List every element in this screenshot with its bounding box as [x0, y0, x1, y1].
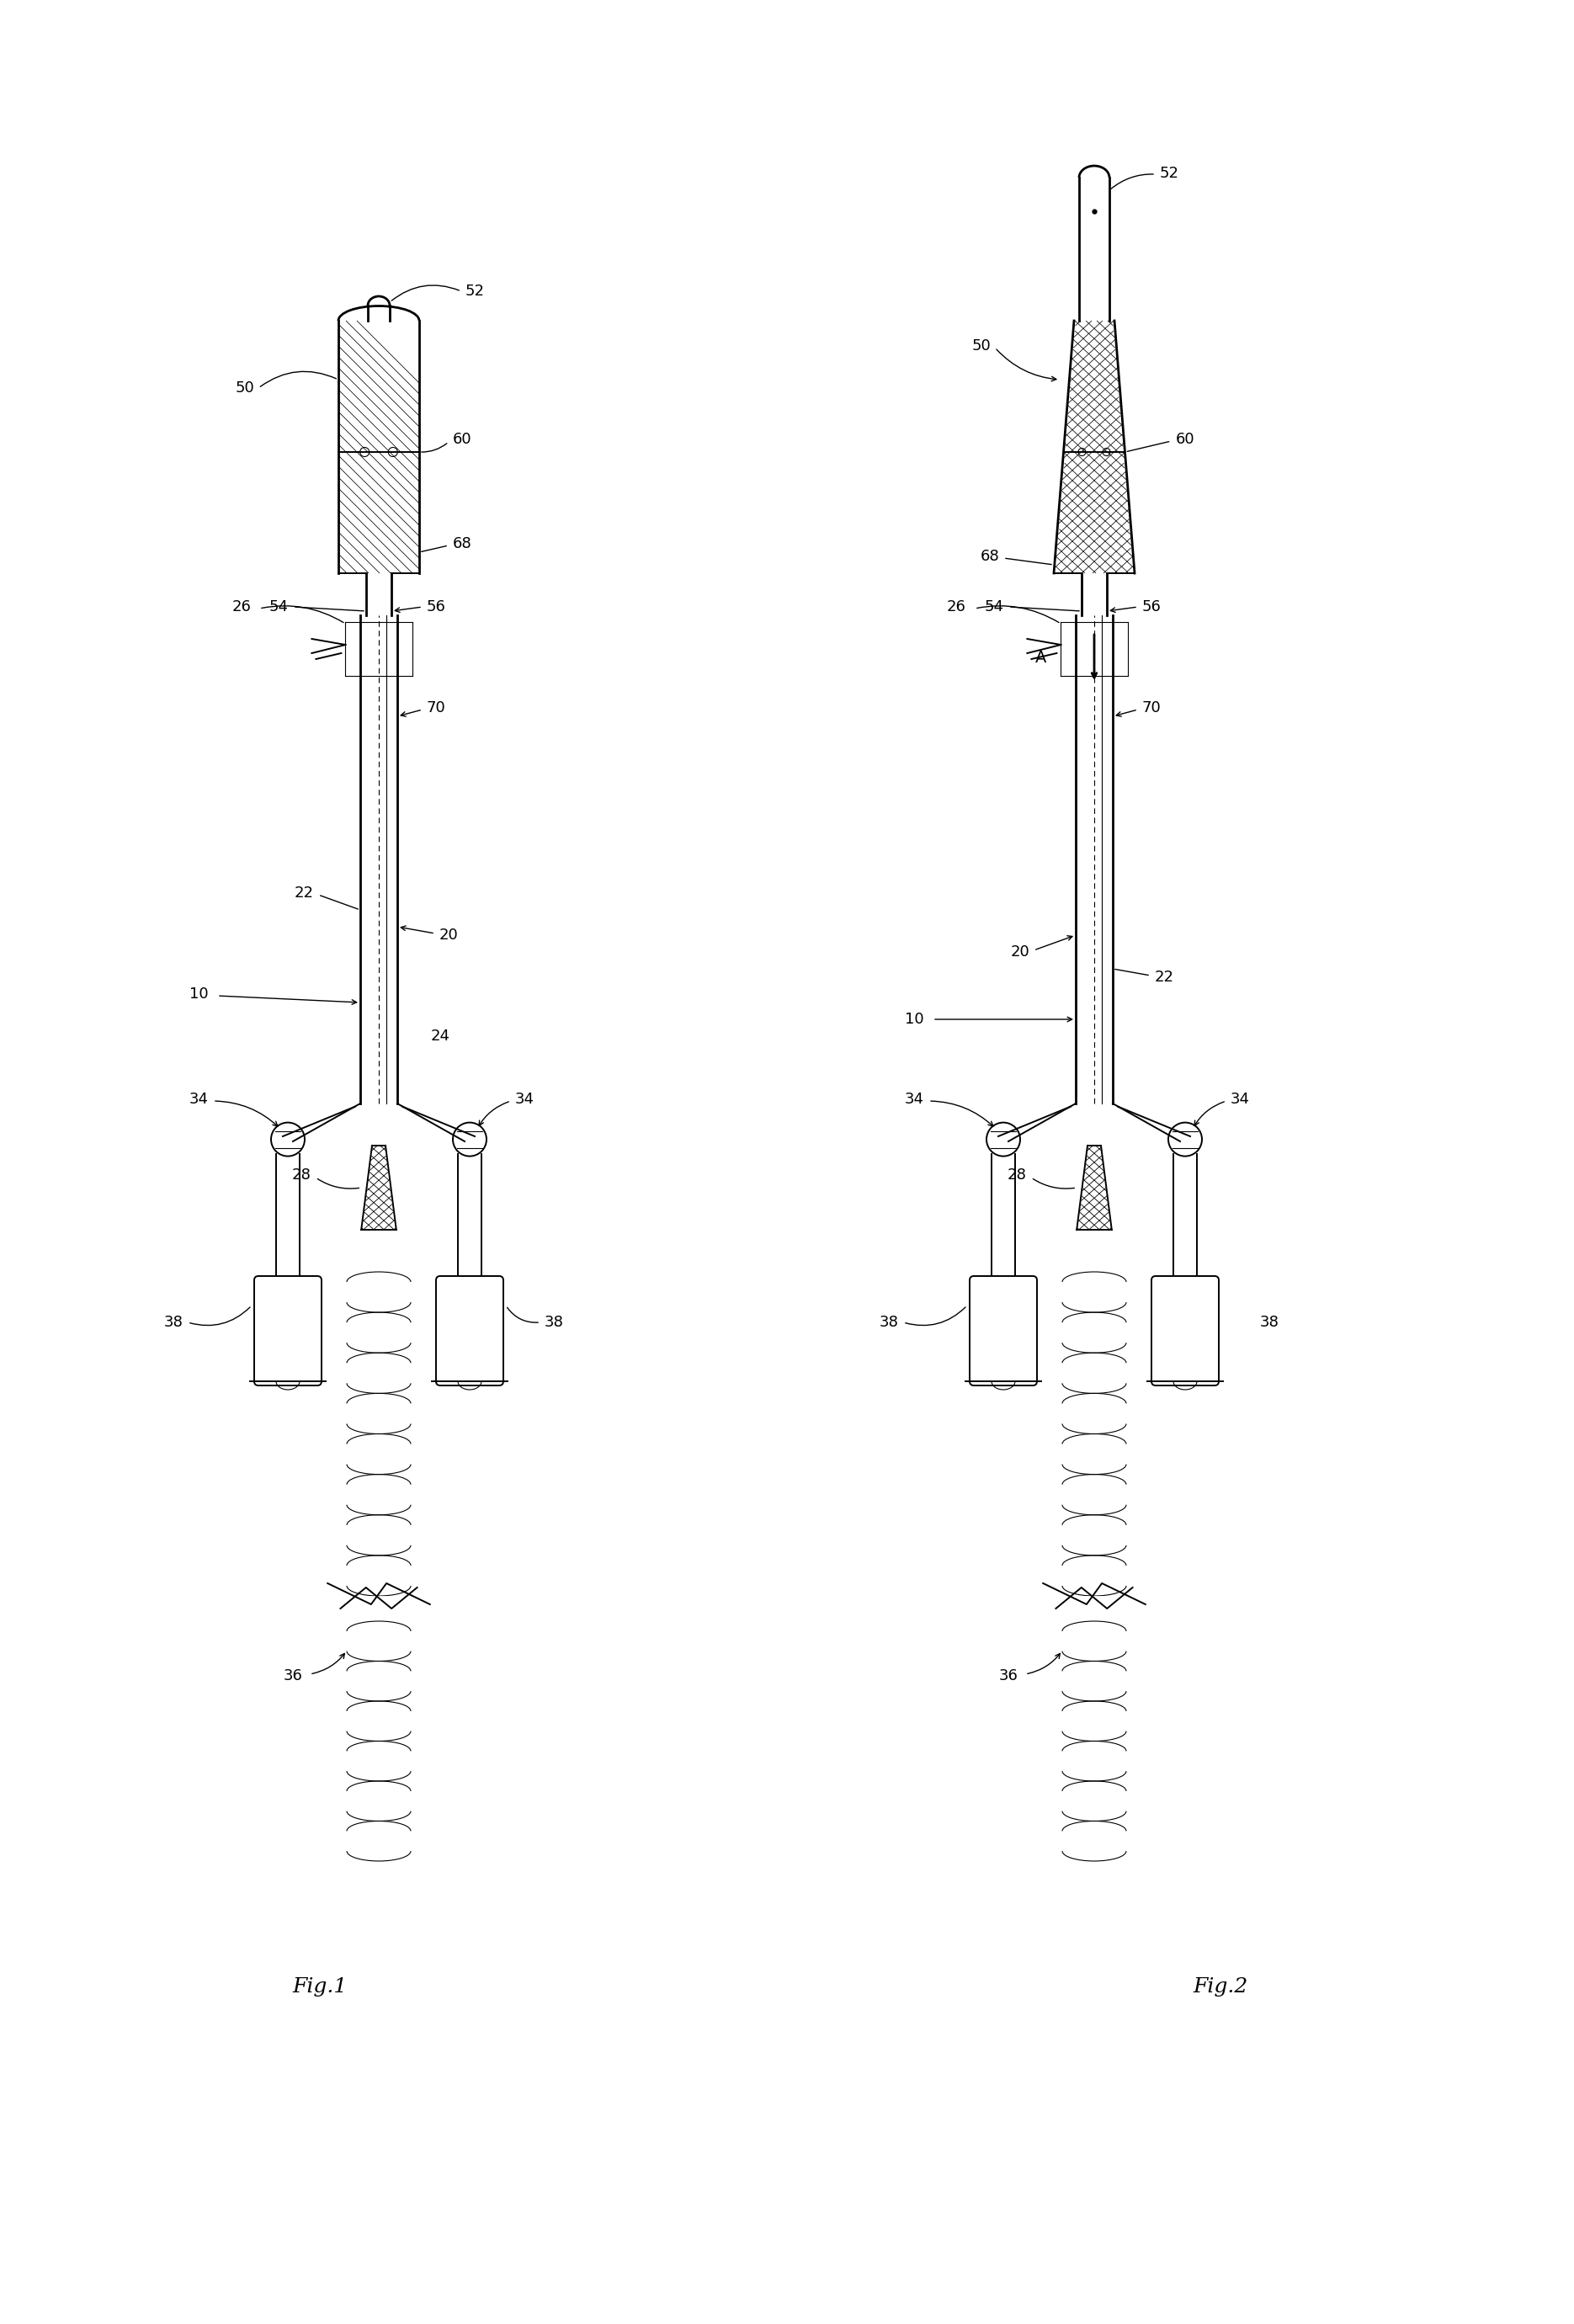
- Text: 20: 20: [439, 927, 458, 944]
- Text: 70: 70: [427, 700, 445, 716]
- Text: 34: 34: [1231, 1092, 1250, 1106]
- Text: 54: 54: [985, 600, 1004, 614]
- Text: 26: 26: [231, 600, 250, 614]
- Text: 52: 52: [466, 284, 485, 300]
- Text: 54: 54: [269, 600, 288, 614]
- Text: 50: 50: [235, 381, 253, 395]
- FancyBboxPatch shape: [1152, 1276, 1218, 1385]
- Text: 38: 38: [164, 1315, 184, 1329]
- Text: Fig.1: Fig.1: [293, 1978, 348, 1996]
- Text: 26: 26: [948, 600, 966, 614]
- Text: 50: 50: [971, 339, 990, 353]
- Text: 60: 60: [453, 432, 472, 446]
- Text: 56: 56: [427, 600, 445, 614]
- Text: 38: 38: [1261, 1315, 1280, 1329]
- Text: A: A: [1036, 648, 1047, 665]
- Text: 24: 24: [431, 1030, 450, 1043]
- Text: 38: 38: [545, 1315, 563, 1329]
- Text: 10: 10: [905, 1011, 924, 1027]
- Text: 60: 60: [1176, 432, 1195, 446]
- Text: 38: 38: [880, 1315, 899, 1329]
- Text: 20: 20: [1011, 944, 1029, 960]
- Text: 34: 34: [515, 1092, 535, 1106]
- Text: 10: 10: [190, 985, 209, 1002]
- Text: 36: 36: [283, 1669, 304, 1683]
- FancyBboxPatch shape: [436, 1276, 504, 1385]
- FancyBboxPatch shape: [253, 1276, 321, 1385]
- FancyBboxPatch shape: [970, 1276, 1037, 1385]
- Text: 36: 36: [999, 1669, 1018, 1683]
- Text: 34: 34: [189, 1092, 209, 1106]
- Text: 68: 68: [981, 548, 999, 565]
- Text: 28: 28: [1007, 1167, 1026, 1183]
- Text: 70: 70: [1143, 700, 1162, 716]
- Text: 68: 68: [453, 537, 472, 551]
- Text: 52: 52: [1160, 165, 1179, 181]
- Text: 22: 22: [294, 885, 313, 902]
- Text: 22: 22: [1155, 969, 1174, 985]
- Text: 34: 34: [905, 1092, 924, 1106]
- Text: 28: 28: [293, 1167, 312, 1183]
- Text: 56: 56: [1143, 600, 1162, 614]
- Text: Fig.2: Fig.2: [1193, 1978, 1248, 1996]
